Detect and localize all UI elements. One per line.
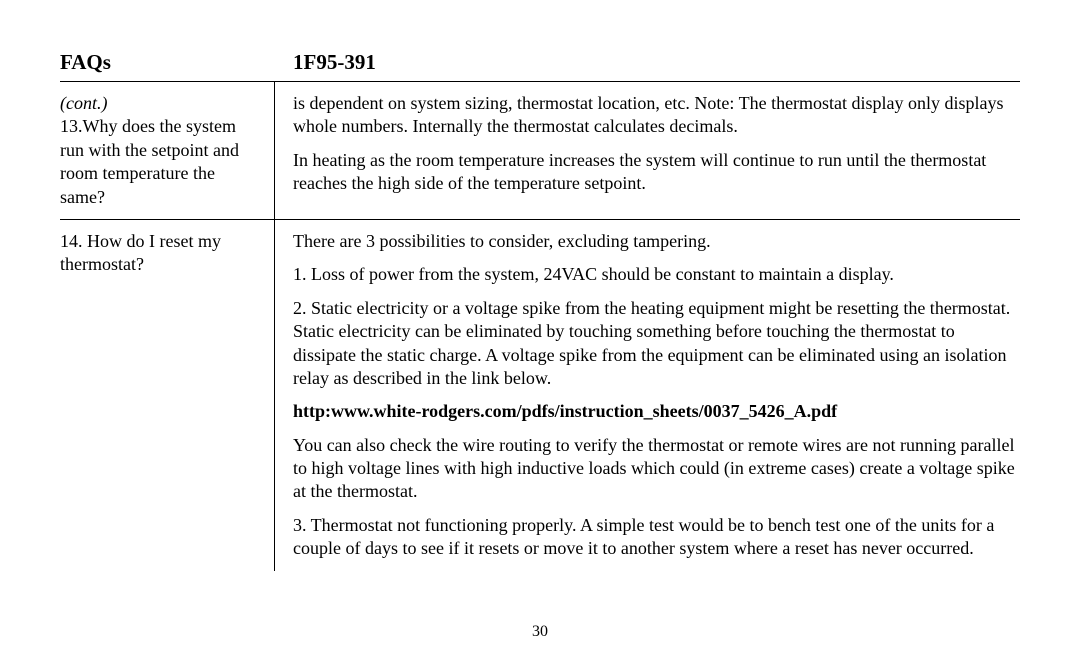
question-13: (cont.) 13.Why does the system run with … [60, 82, 275, 219]
answer-14-p5: 3. Thermostat not functioning properly. … [293, 514, 1020, 561]
cont-label: (cont.) [60, 93, 107, 113]
header-left: FAQs [60, 50, 275, 75]
answer-13-p1: is dependent on system sizing, thermosta… [293, 92, 1020, 139]
header-right: 1F95-391 [275, 50, 1020, 75]
header-row: FAQs 1F95-391 [60, 50, 1020, 82]
answer-14-p2: 1. Loss of power from the system, 24VAC … [293, 263, 1020, 286]
question-13-text: 13.Why does the system run with the setp… [60, 116, 239, 206]
question-14-text: 14. How do I reset my thermostat? [60, 231, 221, 274]
faq-row-14: 14. How do I reset my thermostat? There … [60, 220, 1020, 571]
page-number: 30 [0, 623, 1080, 641]
answer-13: is dependent on system sizing, thermosta… [275, 82, 1020, 219]
answer-14-p1: There are 3 possibilities to consider, e… [293, 230, 1020, 253]
question-14: 14. How do I reset my thermostat? [60, 220, 275, 571]
answer-13-p2: In heating as the room temperature incre… [293, 149, 1020, 196]
faq-row-13: (cont.) 13.Why does the system run with … [60, 82, 1020, 219]
answer-14-p4: You can also check the wire routing to v… [293, 434, 1020, 504]
answer-14-link: http:www.white-rodgers.com/pdfs/instruct… [293, 400, 1020, 423]
answer-14-p3: 2. Static electricity or a voltage spike… [293, 297, 1020, 391]
answer-14: There are 3 possibilities to consider, e… [275, 220, 1020, 571]
